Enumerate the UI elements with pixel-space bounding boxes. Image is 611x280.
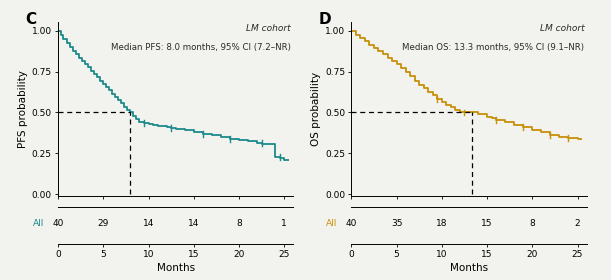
Text: 14: 14 [188, 219, 199, 228]
Text: 8: 8 [236, 219, 242, 228]
Text: All: All [326, 219, 337, 228]
Text: 40: 40 [53, 219, 64, 228]
Text: Median PFS: 8.0 months, 95% CI (7.2–NR): Median PFS: 8.0 months, 95% CI (7.2–NR) [111, 43, 291, 52]
Text: LM cohort: LM cohort [246, 24, 291, 33]
Text: 35: 35 [391, 219, 402, 228]
Text: 14: 14 [143, 219, 154, 228]
Text: Median OS: 13.3 months, 95% CI (9.1–NR): Median OS: 13.3 months, 95% CI (9.1–NR) [402, 43, 584, 52]
Text: All: All [32, 219, 44, 228]
Text: D: D [318, 12, 331, 27]
Text: 8: 8 [529, 219, 535, 228]
Text: 1: 1 [281, 219, 287, 228]
Text: 18: 18 [436, 219, 447, 228]
Text: LM cohort: LM cohort [540, 24, 584, 33]
Text: 29: 29 [98, 219, 109, 228]
Text: C: C [25, 12, 36, 27]
Text: 2: 2 [575, 219, 580, 228]
Y-axis label: OS probability: OS probability [311, 72, 321, 146]
X-axis label: Months: Months [156, 263, 195, 273]
Text: 15: 15 [481, 219, 493, 228]
X-axis label: Months: Months [450, 263, 488, 273]
Text: 40: 40 [346, 219, 357, 228]
Y-axis label: PFS probability: PFS probability [18, 70, 27, 148]
